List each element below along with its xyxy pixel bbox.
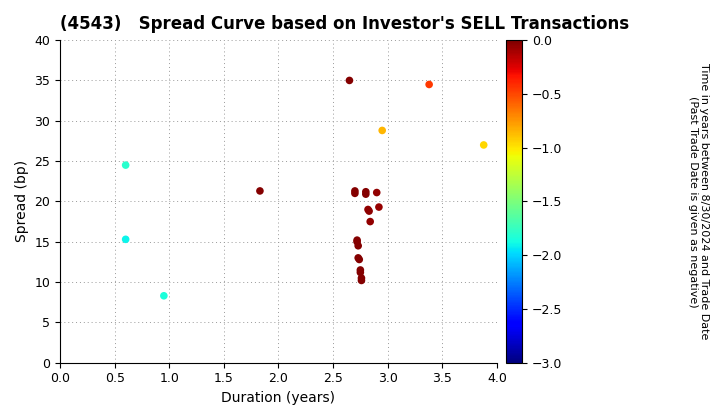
Point — [356, 277, 367, 284]
Point — [351, 239, 363, 245]
Point — [352, 242, 364, 249]
Point — [355, 267, 366, 273]
Text: (4543)   Spread Curve based on Investor's SELL Transactions: (4543) Spread Curve based on Investor's … — [60, 15, 629, 33]
Point — [360, 191, 372, 197]
Point — [120, 236, 132, 243]
X-axis label: Duration (years): Duration (years) — [222, 391, 336, 405]
Point — [364, 218, 376, 225]
Point — [362, 206, 374, 213]
Point — [349, 190, 361, 197]
Point — [356, 275, 367, 281]
Point — [349, 188, 361, 194]
Point — [354, 256, 365, 263]
Point — [351, 237, 363, 244]
Y-axis label: Time in years between 8/30/2024 and Trade Date
(Past Trade Date is given as nega: Time in years between 8/30/2024 and Trad… — [688, 63, 709, 340]
Point — [371, 189, 382, 196]
Point — [478, 142, 490, 148]
Point — [355, 269, 366, 276]
Point — [364, 208, 375, 215]
Point — [352, 255, 364, 261]
Point — [158, 292, 170, 299]
Point — [360, 189, 372, 195]
Point — [373, 204, 384, 210]
Point — [120, 162, 132, 168]
Point — [423, 81, 435, 88]
Point — [377, 127, 388, 134]
Point — [254, 188, 266, 194]
Y-axis label: Spread (bp): Spread (bp) — [15, 160, 29, 242]
Point — [343, 77, 355, 84]
